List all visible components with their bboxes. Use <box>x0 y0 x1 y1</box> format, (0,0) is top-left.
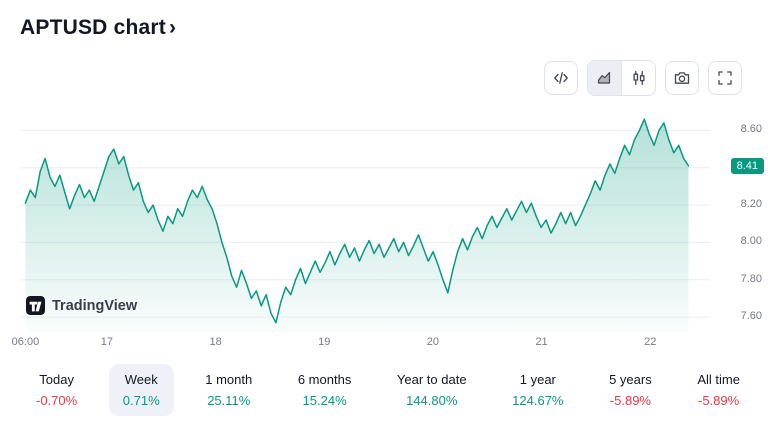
range-label: 1 year <box>519 372 556 387</box>
range-change: 15.24% <box>302 393 347 408</box>
chart-style-toggle <box>587 60 656 96</box>
last-price-badge: 8.41 <box>730 157 764 174</box>
time-axis-label: 06:00 <box>11 336 40 348</box>
range-change: 25.11% <box>207 393 251 408</box>
time-axis-label: 18 <box>209 336 222 348</box>
candles-icon <box>632 70 645 86</box>
snapshot-button[interactable] <box>665 61 699 95</box>
camera-icon <box>674 72 690 84</box>
range-label: 6 months <box>297 372 352 387</box>
range-week[interactable]: Week 0.71% <box>108 364 174 416</box>
range-selector: Today -0.70% Week 0.71% 1 month 25.11% 6… <box>22 364 754 416</box>
area-chart-icon <box>597 71 610 84</box>
range-label: Year to date <box>396 372 467 387</box>
area-style-button[interactable] <box>588 61 621 95</box>
range-change: 144.80% <box>406 393 458 408</box>
chart-title-link[interactable]: APTUSD chart › <box>20 16 176 40</box>
range-year-to-date[interactable]: Year to date 144.80% <box>383 364 481 416</box>
price-axis-label: 7.60 <box>740 310 762 323</box>
price-axis-label: 8.60 <box>740 123 762 136</box>
embed-code-button[interactable] <box>544 61 578 95</box>
range-5-years[interactable]: 5 years -5.89% <box>595 364 666 416</box>
page-title: APTUSD chart <box>20 16 166 39</box>
range-change: 124.67% <box>512 393 564 408</box>
chevron-right-icon: › <box>168 16 177 39</box>
range-label: Today <box>39 372 74 387</box>
range-label: 1 month <box>205 372 253 387</box>
range-label: All time <box>697 372 740 387</box>
range-all-time[interactable]: All time -5.89% <box>683 364 754 416</box>
code-icon <box>554 72 568 84</box>
range-6-months[interactable]: 6 months 15.24% <box>284 364 365 416</box>
price-axis-label: 8.20 <box>740 198 762 211</box>
area-fill <box>25 119 689 332</box>
tradingview-logo-text: TradingView <box>52 297 138 314</box>
range-1-month[interactable]: 1 month 25.11% <box>191 364 266 416</box>
fullscreen-button[interactable] <box>708 61 742 95</box>
time-axis-label: 20 <box>426 336 440 348</box>
range-change: -5.89% <box>609 393 651 408</box>
price-chart[interactable] <box>20 108 710 332</box>
fullscreen-icon <box>718 71 732 85</box>
range-today[interactable]: Today -0.70% <box>22 364 91 416</box>
candles-style-button[interactable] <box>621 61 655 95</box>
price-axis-label: 7.80 <box>740 272 762 285</box>
range-label: Week <box>124 372 158 387</box>
time-axis-label: 22 <box>644 336 657 348</box>
time-axis-label: 17 <box>100 336 114 348</box>
range-label: 5 years <box>609 372 652 387</box>
range-change: -5.89% <box>698 393 740 408</box>
tradingview-logo-icon <box>26 296 45 315</box>
tradingview-logo-link[interactable]: TradingView <box>26 296 137 315</box>
range-change: -0.70% <box>36 393 78 408</box>
time-axis-label: 19 <box>318 336 331 348</box>
chart-toolbar <box>544 60 742 96</box>
range-1-year[interactable]: 1 year 124.67% <box>498 364 577 416</box>
range-change: 0.71% <box>122 393 160 408</box>
price-axis-label: 8.00 <box>740 235 762 248</box>
price-line <box>24 118 690 324</box>
time-axis-label: 21 <box>535 336 548 348</box>
